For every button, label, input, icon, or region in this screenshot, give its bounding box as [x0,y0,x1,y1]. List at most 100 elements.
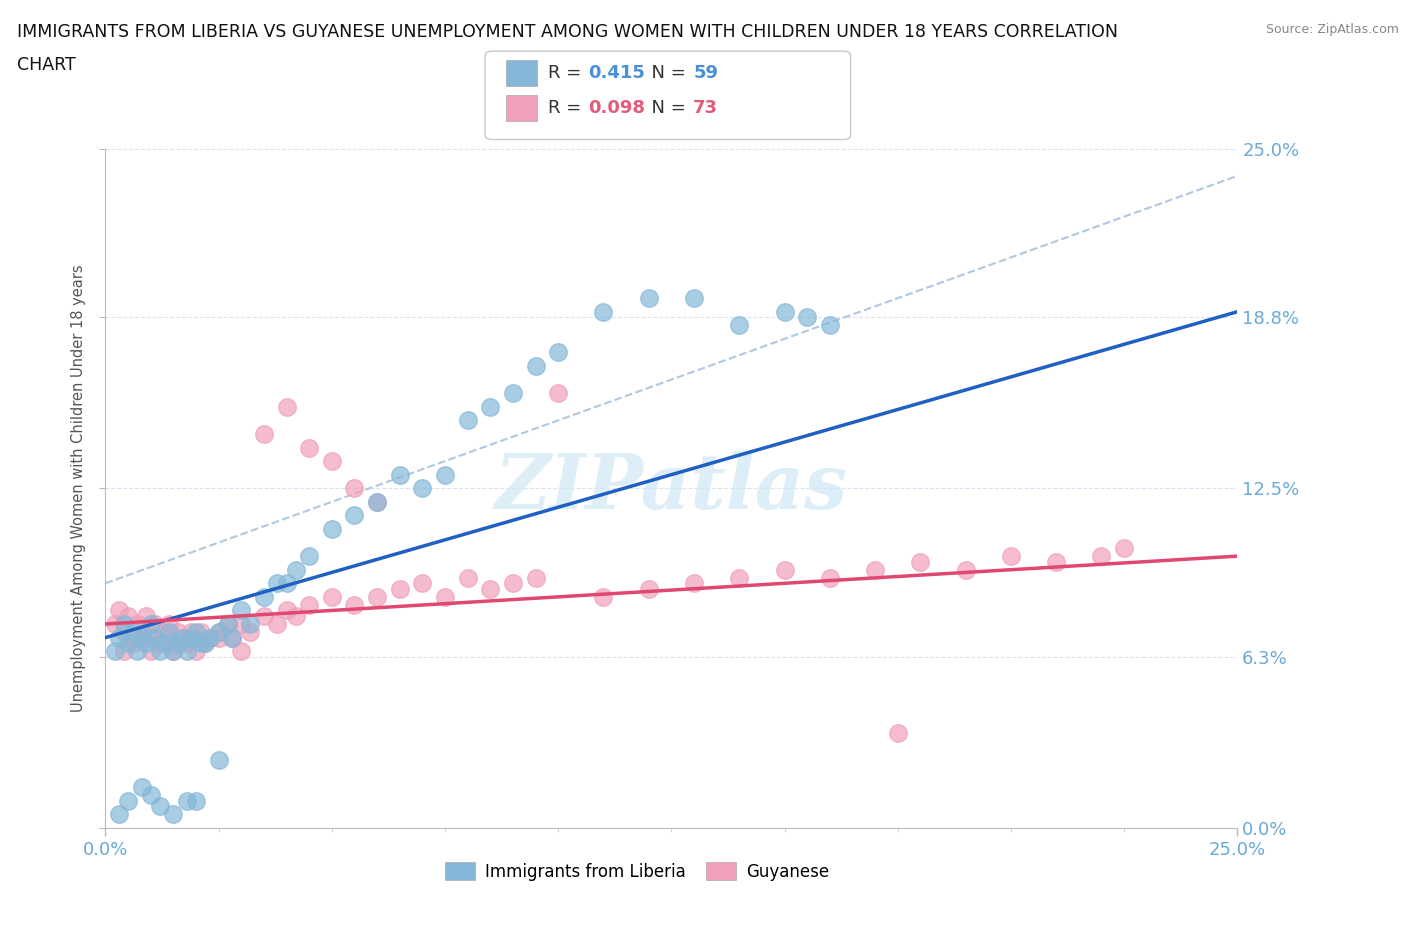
Point [139,644,162,658]
Point [176,644,198,658]
Point [411,576,433,591]
Point [103,644,125,658]
Point [773,304,796,319]
Legend: Immigrants from Liberia, Guyanese: Immigrants from Liberia, Guyanese [439,856,837,887]
Point [117,793,139,808]
Point [388,467,411,482]
Y-axis label: Unemployment Among Women with Children Under 18 years: Unemployment Among Women with Children U… [72,264,86,712]
Point [683,576,706,591]
Text: 0.415: 0.415 [588,63,644,82]
Point [172,631,194,645]
Point [139,631,162,645]
Point [143,617,166,631]
Text: Source: ZipAtlas.com: Source: ZipAtlas.com [1265,23,1399,36]
Point [149,799,172,814]
Point [773,563,796,578]
Point [276,603,298,618]
Point [121,631,143,645]
Point [321,590,343,604]
Point [433,467,456,482]
Point [298,549,321,564]
Point [127,617,149,631]
Point [149,635,172,650]
Point [157,617,180,631]
Point [135,635,157,650]
Point [162,806,184,821]
Text: CHART: CHART [17,56,76,73]
Point [157,625,180,640]
Text: 59: 59 [693,63,718,82]
Point [910,554,932,569]
Point [217,617,239,631]
Point [221,631,243,645]
Point [176,793,198,808]
Point [208,631,231,645]
Point [153,635,176,650]
Point [887,725,910,740]
Point [343,481,366,496]
Point [149,635,172,650]
Point [153,625,176,640]
Point [479,581,502,596]
Point [253,427,276,442]
Point [863,563,886,578]
Point [208,625,231,640]
Point [1000,549,1022,564]
Point [162,644,184,658]
Text: ZIPatlas: ZIPatlas [495,451,848,525]
Point [524,359,547,374]
Point [239,617,262,631]
Point [284,608,307,623]
Point [208,752,231,767]
Point [103,617,125,631]
Point [180,625,202,640]
Point [592,590,614,604]
Point [239,625,262,640]
Point [131,631,153,645]
Point [131,625,153,640]
Point [388,581,411,596]
Point [117,635,139,650]
Point [502,386,524,401]
Point [131,779,153,794]
Point [457,570,479,585]
Point [231,603,253,618]
Point [796,310,818,325]
Point [818,318,841,333]
Point [121,635,143,650]
Point [172,631,194,645]
Point [502,576,524,591]
Point [221,631,243,645]
Point [135,608,157,623]
Point [108,631,131,645]
Point [194,635,217,650]
Point [176,635,198,650]
Point [479,399,502,414]
Point [184,631,207,645]
Text: R =: R = [548,63,585,82]
Point [683,291,706,306]
Point [411,481,433,496]
Point [108,806,131,821]
Point [190,635,212,650]
Point [143,631,166,645]
Point [728,318,751,333]
Point [231,644,253,658]
Point [167,635,190,650]
Point [298,598,321,613]
Point [1045,554,1067,569]
Point [231,617,253,631]
Point [298,440,321,455]
Point [433,590,456,604]
Point [547,345,569,360]
Text: 0.098: 0.098 [588,99,645,117]
Point [637,291,659,306]
Point [198,631,221,645]
Point [728,570,751,585]
Point [149,644,172,658]
Point [198,631,221,645]
Point [162,644,184,658]
Text: 73: 73 [693,99,718,117]
Point [1114,540,1136,555]
Point [167,625,190,640]
